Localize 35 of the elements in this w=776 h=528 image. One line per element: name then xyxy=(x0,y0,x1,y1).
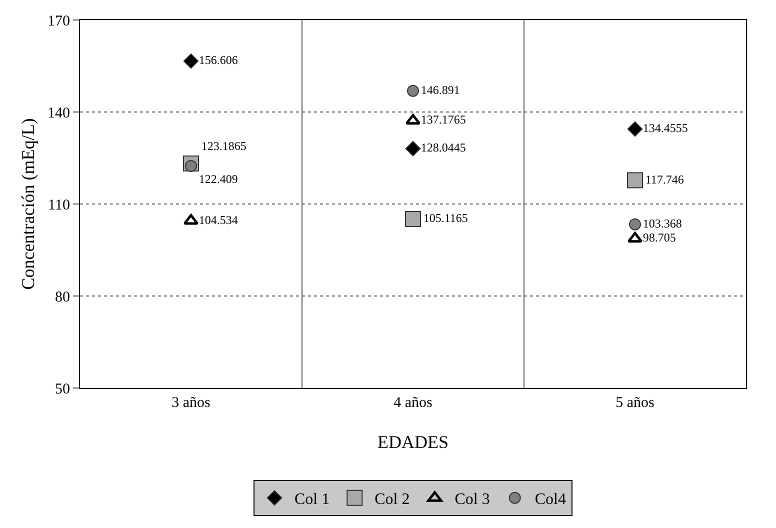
data-label: 122.409 xyxy=(198,172,238,186)
point xyxy=(405,114,421,125)
point xyxy=(627,121,643,137)
data-label: 104.534 xyxy=(198,212,238,227)
point xyxy=(183,53,199,69)
legend-label: Col 2 xyxy=(374,491,410,508)
data-label: 98.705 xyxy=(642,230,676,245)
point xyxy=(627,232,643,243)
y-tick-label: 170 xyxy=(48,13,70,30)
point xyxy=(405,141,421,156)
y-axis-title: Concentración (mEq/L) xyxy=(18,118,38,290)
data-label: 146.891 xyxy=(420,82,460,97)
data-label: 128.0445 xyxy=(420,140,466,155)
data-label: 156.606 xyxy=(198,53,238,68)
x-axis-title: EDADES xyxy=(378,432,448,452)
point xyxy=(407,84,419,97)
y-tick-label: 80 xyxy=(55,289,70,306)
legend-label: Col 1 xyxy=(294,491,330,508)
point xyxy=(405,210,421,227)
data-label: 137.1765 xyxy=(420,112,466,127)
legend-label: Col4 xyxy=(534,491,566,508)
y-tick-label: 50 xyxy=(55,381,70,398)
point xyxy=(629,218,641,230)
legend-label: Col 3 xyxy=(454,491,490,508)
data-label: 134.4555 xyxy=(642,121,688,135)
y-tick-label: 140 xyxy=(48,105,70,122)
data-label: 117.746 xyxy=(645,172,684,186)
data-label: 103.368 xyxy=(642,216,682,230)
y-tick-label: 110 xyxy=(48,197,70,214)
data-label: 105.1165 xyxy=(423,210,468,225)
data-label: 123.1865 xyxy=(201,139,246,154)
point xyxy=(627,172,643,188)
x-tick-label: 4 años xyxy=(394,395,433,411)
x-tick-label: 5 años xyxy=(616,395,655,411)
x-tick-label: 3 años xyxy=(172,395,211,411)
